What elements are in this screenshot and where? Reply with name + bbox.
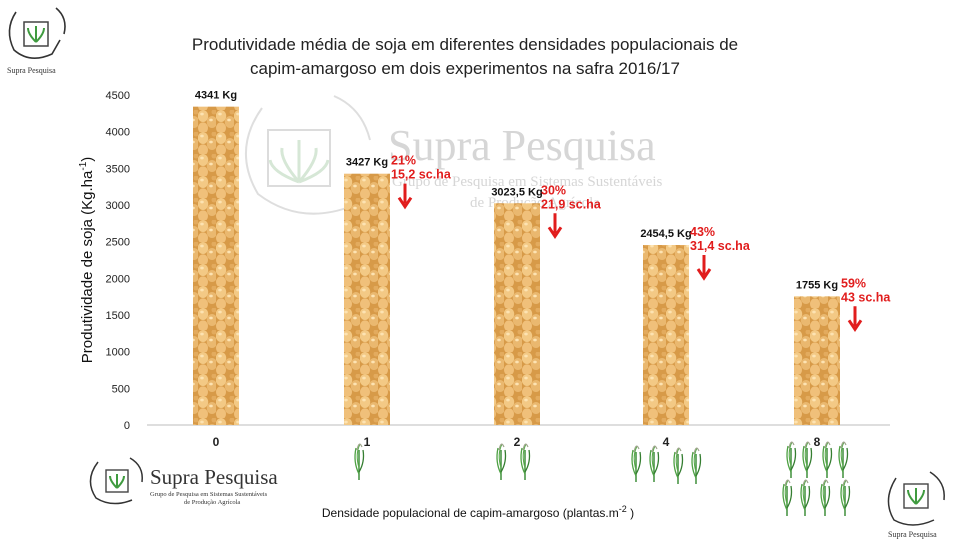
plant-icon	[496, 443, 507, 481]
y-tick-label: 500	[112, 383, 130, 395]
value-label: 3427 Kg	[346, 157, 388, 169]
leaf-icon	[27, 26, 45, 43]
y-axis-label: Produtividade de soja (Kg.ha-1)	[78, 157, 96, 364]
chart-title-line-1: Produtividade média de soja em diferente…	[192, 35, 738, 54]
plant-icon	[820, 479, 831, 517]
value-label: 4341 Kg	[195, 90, 237, 102]
watermark-title: Supra Pesquisa	[388, 121, 656, 170]
category-label: 2	[514, 435, 521, 449]
category-label: 8	[814, 435, 821, 449]
plant-icons	[354, 441, 851, 517]
bar-2	[494, 203, 540, 425]
logo-text: Supra Pesquisa	[888, 530, 937, 539]
y-tick-label: 1500	[106, 310, 130, 322]
plant-icon	[691, 447, 702, 485]
y-tick-label: 1000	[106, 347, 130, 359]
logo-top-left: Supra Pesquisa	[7, 7, 66, 75]
logo-bottom-right: Supra Pesquisa	[887, 471, 945, 539]
down-arrow-icon	[696, 255, 712, 281]
plant-icon	[649, 445, 660, 483]
down-arrow-icon	[397, 183, 413, 210]
bars	[193, 106, 840, 425]
loss-percent: 43%	[690, 225, 715, 239]
plant-icon	[354, 443, 365, 481]
category-label: 0	[213, 435, 220, 449]
watermark-leaf-icon	[268, 140, 330, 184]
loss-percent: 30%	[541, 183, 566, 197]
bar-4	[643, 245, 689, 425]
logo-bottom-subtitle-1: Grupo de Pesquisa em Sistemas Sustentáve…	[150, 491, 268, 498]
logo-bottom-left: Supra Pesquisa Grupo de Pesquisa em Sist…	[89, 457, 278, 506]
y-tick-label: 2500	[106, 237, 130, 249]
value-labels: 4341 Kg 3427 Kg 3023,5 Kg 2454,5 Kg 1755 Kg	[195, 90, 838, 292]
loss-sacks: 15,2 sc.ha	[391, 168, 452, 182]
bar-8	[794, 296, 840, 425]
y-tick-label: 4000	[106, 127, 130, 139]
bar-0	[193, 106, 239, 425]
y-tick-label: 3000	[106, 200, 130, 212]
logo-text: Supra Pesquisa	[7, 66, 56, 75]
value-label: 2454,5 Kg	[640, 228, 691, 240]
logo-bottom-subtitle-2: de Produção Agrícola	[184, 499, 240, 506]
leaf-icon	[109, 474, 125, 489]
plant-icon	[520, 443, 531, 481]
category-label: 4	[663, 435, 670, 449]
plant-icon	[782, 479, 793, 517]
plant-icon	[786, 441, 797, 479]
down-arrow-icon	[847, 306, 863, 333]
category-labels: 0 1 2 4 8	[213, 435, 821, 449]
category-label: 1	[364, 435, 371, 449]
plant-icon	[800, 479, 811, 517]
loss-sacks: 43 sc.ha	[841, 290, 891, 304]
y-axis-ticks: 0 500 1000 1500 2000 2500 3000 3500 4000 4500	[106, 90, 130, 432]
watermark-subtitle-1: Grupo de Pesquisa em Sistemas Sustentáve…	[392, 174, 663, 190]
down-arrow-icon	[547, 213, 563, 239]
bar-1	[344, 173, 390, 425]
loss-percent: 21%	[391, 154, 416, 168]
y-tick-label: 2000	[106, 273, 130, 285]
loss-sacks: 21,9 sc.ha	[541, 197, 602, 211]
plant-icon	[822, 441, 833, 479]
y-tick-label: 3500	[106, 163, 130, 175]
value-label: 3023,5 Kg	[491, 186, 542, 198]
leaf-icon	[907, 488, 925, 505]
loss-annotations: 21%15,2 sc.ha 30%21,9 sc.ha 43%31,4 sc.ha 5…	[391, 154, 891, 333]
plant-icon	[838, 441, 849, 479]
loss-sacks: 31,4 sc.ha	[690, 239, 751, 253]
loss-percent: 59%	[841, 276, 866, 290]
value-label: 1755 Kg	[796, 279, 838, 291]
plant-icon	[802, 441, 813, 479]
watermark: Supra Pesquisa Grupo de Pesquisa em Sist…	[245, 95, 663, 215]
logo-bottom-title: Supra Pesquisa	[150, 465, 278, 489]
y-tick-label: 0	[124, 420, 130, 432]
x-axis-label: Densidade populacional de capim-amargoso…	[322, 504, 634, 520]
plant-icon	[631, 445, 642, 483]
y-tick-label: 4500	[106, 90, 130, 102]
plant-icon	[840, 479, 851, 517]
plant-icon	[673, 447, 684, 485]
chart-title-line-2: capim-amargoso em dois experimentos na s…	[250, 59, 680, 78]
